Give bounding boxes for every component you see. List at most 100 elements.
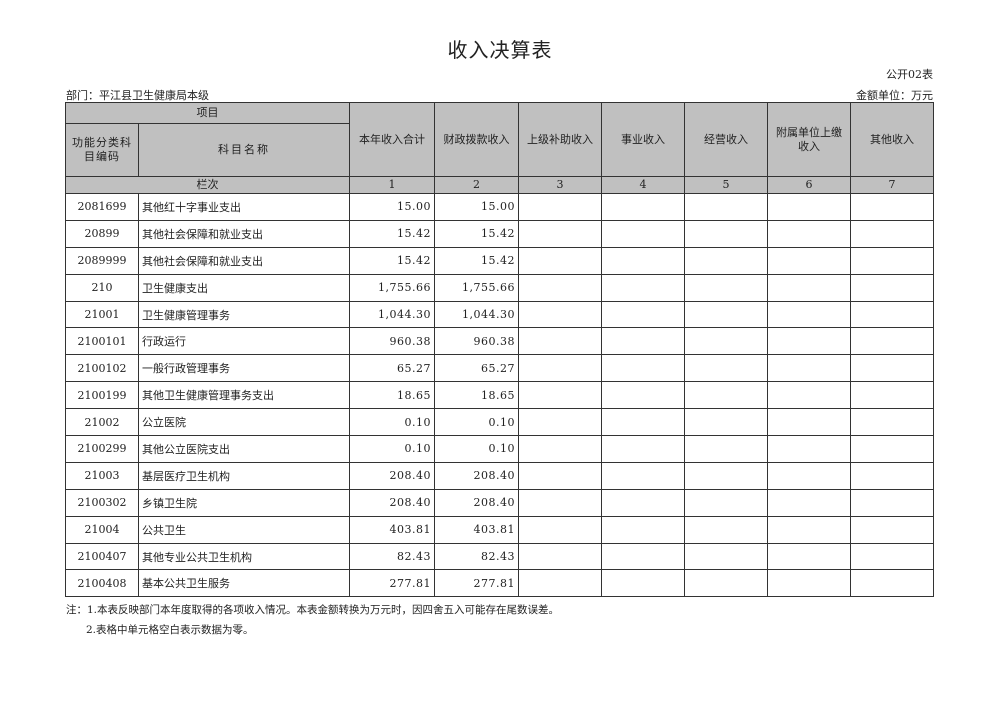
cell-name: 其他社会保障和就业支出 xyxy=(138,246,350,275)
cell-code: 2089999 xyxy=(65,246,139,275)
cell-value xyxy=(601,300,685,329)
header-code: 功能分类科目编码 xyxy=(65,123,139,177)
cell-name: 乡镇卫生院 xyxy=(138,488,350,517)
col-number: 1 xyxy=(349,176,435,194)
cell-value xyxy=(601,219,685,248)
cell-name: 一般行政管理事务 xyxy=(138,354,350,383)
table-row: 21001 卫生健康管理事务 1,044.30 1,044.30 xyxy=(65,300,934,329)
cell-value: 403.81 xyxy=(349,515,435,544)
cell-value xyxy=(767,542,851,571)
cell-value xyxy=(767,381,851,410)
cell-value xyxy=(684,461,768,490)
cell-code: 20899 xyxy=(65,219,139,248)
cell-value xyxy=(601,435,685,463)
header-name: 科目名称 xyxy=(138,123,350,177)
cell-value xyxy=(684,327,768,356)
table-row: 2081699 其他红十字事业支出 15.00 15.00 xyxy=(65,193,934,221)
table-row: 2089999 其他社会保障和就业支出 15.42 15.42 xyxy=(65,246,934,275)
cell-value: 0.10 xyxy=(349,408,435,437)
table-row: 2100302 乡镇卫生院 208.40 208.40 xyxy=(65,488,934,517)
cell-name: 其他红十字事业支出 xyxy=(138,193,350,221)
cell-value xyxy=(601,569,685,598)
cell-name: 其他专业公共卫生机构 xyxy=(138,542,350,571)
cell-value: 1,044.30 xyxy=(349,300,435,329)
cell-value xyxy=(601,461,685,490)
cell-code: 2100102 xyxy=(65,354,139,383)
cell-code: 2100407 xyxy=(65,542,139,571)
cell-value: 1,755.66 xyxy=(434,273,519,302)
header-col-2: 财政拨款收入 xyxy=(434,102,519,177)
cell-value xyxy=(767,193,851,221)
cell-value: 208.40 xyxy=(434,488,519,517)
cell-value xyxy=(518,381,602,410)
cell-value xyxy=(850,488,934,517)
cell-value xyxy=(684,273,768,302)
cell-value: 15.42 xyxy=(349,219,435,248)
cell-value xyxy=(767,327,851,356)
cell-value xyxy=(601,488,685,517)
col-number: 3 xyxy=(518,176,602,194)
table-row: 21004 公共卫生 403.81 403.81 xyxy=(65,515,934,544)
cell-code: 2100199 xyxy=(65,381,139,410)
cell-value xyxy=(518,435,602,463)
cell-value: 82.43 xyxy=(434,542,519,571)
cell-value: 0.10 xyxy=(434,435,519,463)
table-row: 21002 公立医院 0.10 0.10 xyxy=(65,408,934,437)
cell-value xyxy=(684,408,768,437)
cell-value: 15.00 xyxy=(349,193,435,221)
cell-value xyxy=(518,515,602,544)
cell-value xyxy=(767,435,851,463)
col-number: 6 xyxy=(767,176,851,194)
cell-code: 21002 xyxy=(65,408,139,437)
header-col-4: 事业收入 xyxy=(601,102,685,177)
cell-value: 208.40 xyxy=(434,461,519,490)
cell-value xyxy=(601,515,685,544)
col-number: 5 xyxy=(684,176,768,194)
notes: 注：1.本表反映部门本年度取得的各项收入情况。本表金额转换为万元时，因四舍五入可… xyxy=(66,600,559,640)
cell-value: 0.10 xyxy=(434,408,519,437)
cell-value xyxy=(850,273,934,302)
cell-value xyxy=(767,569,851,598)
header-project: 项目 xyxy=(65,102,350,124)
cell-name: 卫生健康支出 xyxy=(138,273,350,302)
cell-value xyxy=(601,381,685,410)
cell-value xyxy=(850,193,934,221)
table-row: 2100407 其他专业公共卫生机构 82.43 82.43 xyxy=(65,542,934,571)
income-table: 项目 本年收入合计 财政拨款收入 上级补助收入 事业收入 经营收入 附属单位上缴… xyxy=(65,102,934,598)
note-2: 2.表格中单元格空白表示数据为零。 xyxy=(86,624,254,636)
header-col-5: 经营收入 xyxy=(684,102,768,177)
cell-value: 1,755.66 xyxy=(349,273,435,302)
cell-name: 行政运行 xyxy=(138,327,350,356)
cell-code: 2100302 xyxy=(65,488,139,517)
cell-code: 21004 xyxy=(65,515,139,544)
cell-name: 其他卫生健康管理事务支出 xyxy=(138,381,350,410)
cell-value: 403.81 xyxy=(434,515,519,544)
cell-code: 21001 xyxy=(65,300,139,329)
header-col-1: 本年收入合计 xyxy=(349,102,435,177)
cell-value: 277.81 xyxy=(434,569,519,598)
cell-value xyxy=(518,219,602,248)
cell-value xyxy=(767,273,851,302)
cell-value xyxy=(518,300,602,329)
unit-label: 金额单位：万元 xyxy=(856,89,933,102)
cell-value xyxy=(850,354,934,383)
cell-value xyxy=(684,488,768,517)
cell-value: 65.27 xyxy=(434,354,519,383)
cell-value xyxy=(767,219,851,248)
cell-value xyxy=(518,542,602,571)
table-row: 20899 其他社会保障和就业支出 15.42 15.42 xyxy=(65,219,934,248)
col-number: 4 xyxy=(601,176,685,194)
cell-value xyxy=(850,381,934,410)
cell-value xyxy=(684,515,768,544)
cell-value xyxy=(684,219,768,248)
cell-value: 0.10 xyxy=(349,435,435,463)
form-number: 公开02表 xyxy=(886,68,933,81)
header-col-3: 上级补助收入 xyxy=(518,102,602,177)
cell-value xyxy=(601,542,685,571)
cell-value xyxy=(518,408,602,437)
cell-value xyxy=(850,435,934,463)
cell-value: 15.42 xyxy=(434,219,519,248)
cell-value: 65.27 xyxy=(349,354,435,383)
cell-value: 1,044.30 xyxy=(434,300,519,329)
cell-value xyxy=(601,408,685,437)
